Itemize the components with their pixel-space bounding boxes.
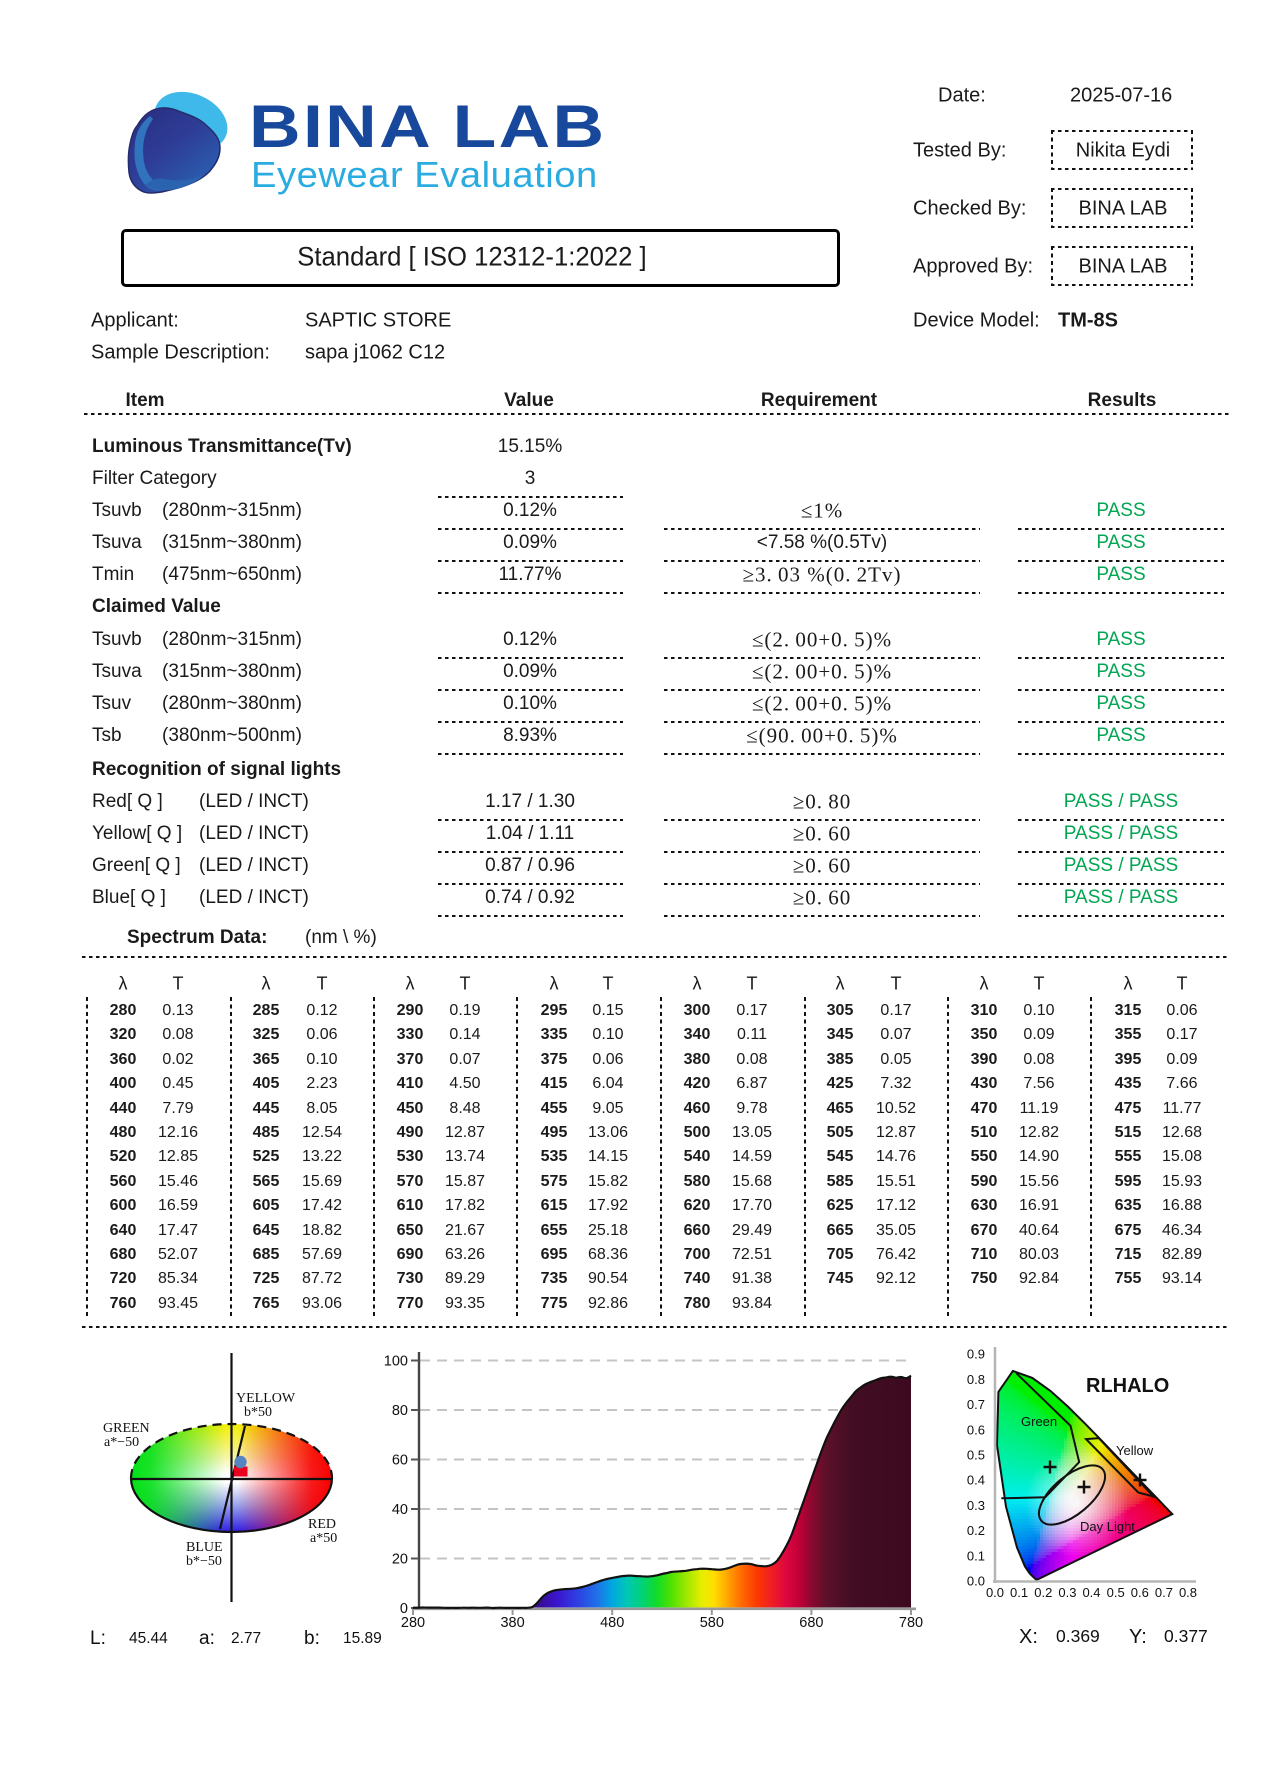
- svg-text:RLHALO: RLHALO: [1086, 1375, 1169, 1397]
- svg-text:a:: a:: [199, 1628, 215, 1649]
- svg-text:0.4: 0.4: [1082, 1585, 1100, 1600]
- svg-text:YELLOW: YELLOW: [236, 1391, 296, 1406]
- svg-text:RED: RED: [308, 1517, 336, 1532]
- svg-text:45.44: 45.44: [129, 1630, 168, 1647]
- svg-text:40: 40: [392, 1502, 408, 1518]
- svg-text:280: 280: [401, 1615, 425, 1631]
- svg-text:X:: X:: [1019, 1626, 1038, 1648]
- svg-text:L:: L:: [90, 1628, 106, 1649]
- svg-text:0.5: 0.5: [967, 1448, 985, 1463]
- svg-text:0: 0: [400, 1601, 408, 1617]
- svg-text:b:: b:: [304, 1628, 320, 1649]
- svg-text:0.5: 0.5: [1107, 1585, 1125, 1600]
- svg-text:0.369: 0.369: [1056, 1626, 1100, 1646]
- svg-text:2.77: 2.77: [231, 1630, 261, 1647]
- svg-text:b*50: b*50: [244, 1405, 272, 1420]
- svg-text:0.7: 0.7: [967, 1397, 985, 1412]
- svg-text:380: 380: [500, 1615, 524, 1631]
- svg-text:100: 100: [384, 1354, 408, 1370]
- svg-text:a*50: a*50: [310, 1531, 337, 1546]
- svg-text:480: 480: [600, 1615, 624, 1631]
- svg-text:60: 60: [392, 1453, 408, 1469]
- svg-text:Yellow: Yellow: [1116, 1443, 1154, 1458]
- svg-text:BLUE: BLUE: [186, 1540, 223, 1555]
- svg-text:Green: Green: [1021, 1414, 1057, 1429]
- svg-text:0.7: 0.7: [1155, 1585, 1173, 1600]
- svg-text:0.8: 0.8: [967, 1372, 985, 1387]
- svg-text:0.2: 0.2: [1034, 1585, 1052, 1600]
- svg-text:0.1: 0.1: [1010, 1585, 1028, 1600]
- svg-text:0.9: 0.9: [967, 1347, 985, 1362]
- svg-text:0.1: 0.1: [967, 1548, 985, 1563]
- svg-text:a*−50: a*−50: [104, 1435, 139, 1450]
- svg-text:80: 80: [392, 1403, 408, 1419]
- svg-text:15.89: 15.89: [343, 1630, 382, 1647]
- svg-text:0.4: 0.4: [967, 1473, 985, 1488]
- svg-text:680: 680: [799, 1615, 823, 1631]
- svg-text:780: 780: [899, 1615, 923, 1631]
- svg-text:0.0: 0.0: [986, 1585, 1004, 1600]
- svg-text:b*−50: b*−50: [186, 1554, 222, 1569]
- svg-text:Day Light: Day Light: [1080, 1519, 1135, 1534]
- svg-text:0.6: 0.6: [967, 1422, 985, 1437]
- svg-text:0.2: 0.2: [967, 1523, 985, 1538]
- svg-text:0.3: 0.3: [967, 1498, 985, 1513]
- svg-text:0.8: 0.8: [1179, 1585, 1197, 1600]
- svg-text:20: 20: [392, 1552, 408, 1568]
- svg-text:0.6: 0.6: [1131, 1585, 1149, 1600]
- svg-text:GREEN: GREEN: [103, 1421, 150, 1436]
- svg-text:580: 580: [700, 1615, 724, 1631]
- svg-text:0.377: 0.377: [1164, 1626, 1208, 1646]
- svg-text:Y:: Y:: [1129, 1626, 1147, 1648]
- svg-text:0.3: 0.3: [1058, 1585, 1076, 1600]
- svg-text:0.0: 0.0: [967, 1574, 985, 1589]
